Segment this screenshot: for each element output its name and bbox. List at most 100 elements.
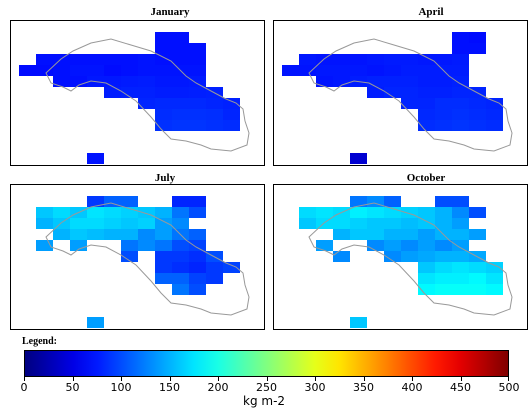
heatmap-cell [19, 65, 36, 76]
heatmap-cell [53, 54, 70, 65]
heatmap-cell [316, 65, 333, 76]
heatmap-cell [486, 284, 503, 295]
colorbar-ticks: 0 50 100 150 200 250 300 350 400 450 500 [20, 377, 520, 407]
heatmap-cell [87, 65, 104, 76]
heatmap-cell [401, 229, 418, 240]
heatmap-cell [155, 262, 172, 273]
heatmap-cell [452, 207, 469, 218]
heatmap-cell [469, 284, 486, 295]
heatmap-cell [486, 98, 503, 109]
coastline-outline [45, 202, 250, 316]
heatmap-cell [367, 207, 384, 218]
heatmap-cell [401, 65, 418, 76]
heatmap-cell [138, 65, 155, 76]
heatmap-cell [452, 273, 469, 284]
heatmap-cell [121, 240, 138, 251]
heatmap-cell [333, 251, 350, 262]
heatmap-cell [189, 229, 206, 240]
heatmap-cell [155, 207, 172, 218]
panel-title-april: April [418, 6, 444, 18]
heatmap-cell [155, 76, 172, 87]
colorbar-tick-mark [315, 377, 316, 381]
heatmap-cell [435, 284, 452, 295]
heatmap-april [282, 32, 513, 164]
heatmap-cell [418, 87, 435, 98]
heatmap-cell [155, 218, 172, 229]
heatmap-cell [189, 196, 206, 207]
heatmap-cell [138, 240, 155, 251]
heatmap-cell [452, 65, 469, 76]
heatmap-cell [418, 109, 435, 120]
heatmap-cell [418, 207, 435, 218]
heatmap-cell [367, 218, 384, 229]
heatmap-cell [70, 229, 87, 240]
heatmap-cell [418, 240, 435, 251]
heatmap-cell [452, 120, 469, 131]
heatmap-cell [350, 54, 367, 65]
heatmap-october [299, 196, 513, 328]
heatmap-cell [469, 32, 486, 43]
heatmap-cell [435, 240, 452, 251]
map-panel-october [273, 184, 528, 330]
colorbar-tick-label: 450 [450, 381, 471, 394]
heatmap-cell [367, 65, 384, 76]
heatmap-cell [155, 120, 172, 131]
heatmap-cell [299, 218, 316, 229]
heatmap-cell [104, 76, 121, 87]
colorbar-tick-mark [460, 377, 462, 381]
heatmap-cell [299, 207, 316, 218]
colorbar-tick-label: 0 [20, 381, 28, 394]
heatmap-cell [384, 240, 401, 251]
coastline-outline [45, 38, 250, 152]
heatmap-cell [53, 65, 70, 76]
heatmap-cell [401, 87, 418, 98]
heatmap-cell [155, 229, 172, 240]
map-panel-january [10, 20, 265, 166]
heatmap-cell [87, 153, 104, 164]
heatmap-cell [384, 65, 401, 76]
heatmap-cell [155, 240, 172, 251]
heatmap-cell [121, 229, 138, 240]
colorbar-tick-label: 100 [110, 381, 132, 394]
heatmap-cell [418, 218, 435, 229]
colorbar-tick-label: 400 [401, 381, 423, 394]
heatmap-cell [486, 109, 503, 120]
heatmap-cell [172, 43, 189, 54]
map-panel-april [273, 20, 528, 166]
heatmap-cell [223, 262, 240, 273]
coastline-outline [308, 202, 513, 316]
heatmap-cell [155, 98, 172, 109]
heatmap-cell [452, 76, 469, 87]
heatmap-cell [155, 54, 172, 65]
heatmap-cell [452, 284, 469, 295]
heatmap-cell [87, 218, 104, 229]
heatmap-cell [172, 54, 189, 65]
heatmap-cell [53, 229, 70, 240]
heatmap-cell [155, 32, 172, 43]
colorbar [24, 350, 509, 377]
heatmap-cell [384, 207, 401, 218]
heatmap-cell [172, 120, 189, 131]
heatmap-cell [138, 54, 155, 65]
colorbar-tick-mark [169, 377, 171, 381]
heatmap-cell [172, 196, 189, 207]
heatmap-cell [435, 109, 452, 120]
heatmap-cell [452, 43, 469, 54]
heatmap-cell [316, 207, 333, 218]
heatmap-cell [282, 65, 299, 76]
heatmap-cell [469, 109, 486, 120]
heatmap-cell [316, 240, 333, 251]
heatmap-cell [367, 54, 384, 65]
heatmap-cell [36, 54, 53, 65]
heatmap-cell [172, 284, 189, 295]
heatmap-cell [206, 262, 223, 273]
heatmap-cell [401, 251, 418, 262]
heatmap-cell [172, 109, 189, 120]
heatmap-cell [401, 76, 418, 87]
heatmap-cell [435, 196, 452, 207]
heatmap-cell [333, 54, 350, 65]
colorbar-tick-mark [363, 377, 365, 381]
heatmap-cell [36, 65, 53, 76]
heatmap-cell [367, 240, 384, 251]
heatmap-cell [384, 229, 401, 240]
